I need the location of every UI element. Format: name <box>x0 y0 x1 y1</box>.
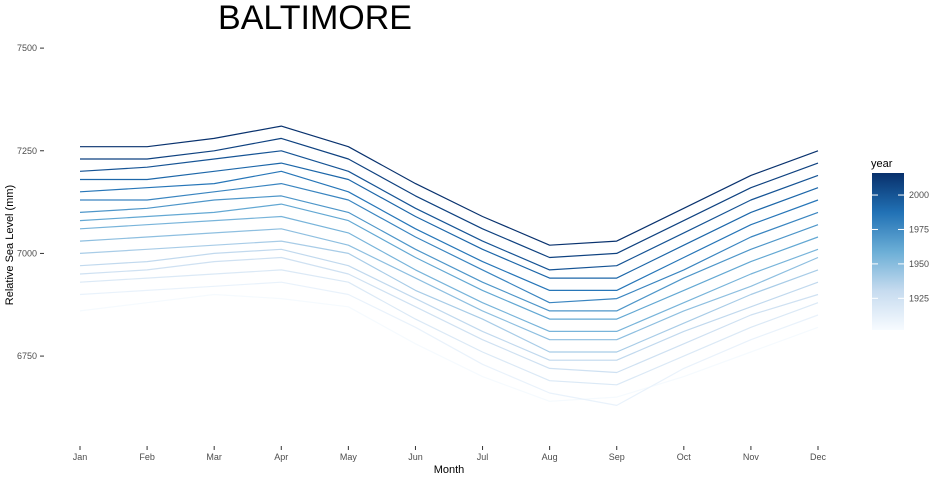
x-axis-title: Month <box>434 464 465 476</box>
x-tick-label: Oct <box>677 452 692 462</box>
x-tick-label: Apr <box>274 452 288 462</box>
series-line-1925 <box>79 256 819 374</box>
series-line-1962 <box>79 203 819 320</box>
series-line-2015 <box>80 125 819 246</box>
x-tick-label: Nov <box>743 452 760 462</box>
x-tick-label: Sep <box>609 452 625 462</box>
legend-tick-label: 1950 <box>909 259 929 269</box>
x-tick-label: Dec <box>810 452 827 462</box>
series-line-1970 <box>79 195 819 312</box>
series-line-1910 <box>79 281 819 406</box>
y-tick-label: 7250 <box>17 146 37 156</box>
y-tick-label: 7000 <box>17 248 37 258</box>
series-line-2008 <box>80 137 819 259</box>
legend-tick-label: 1925 <box>909 293 929 303</box>
legend-colorbar <box>872 173 904 330</box>
series-line-1955 <box>79 215 819 332</box>
y-axis: 6750 7000 7250 7500 <box>17 43 44 361</box>
x-tick-label: Mar <box>206 452 222 462</box>
series-line-2000 <box>79 150 819 271</box>
x-tick-label: Jun <box>408 452 423 462</box>
legend-tick-label: 1975 <box>909 224 929 234</box>
x-tick-label: Aug <box>542 452 558 462</box>
series-line-1985 <box>79 170 819 291</box>
series-layer <box>79 125 819 406</box>
chart-title: BALTIMORE <box>218 0 412 37</box>
x-tick-label: Feb <box>139 452 155 462</box>
series-line-1918 <box>79 269 819 386</box>
series-line-1992 <box>80 162 819 279</box>
x-tick-label: Jan <box>73 452 88 462</box>
series-line-1948 <box>79 228 819 341</box>
legend-ticks: 1925 1950 1975 2000 <box>872 190 929 303</box>
legend-tick-label: 2000 <box>909 190 929 200</box>
x-axis: Jan Feb Mar Apr May Jun Jul Aug Sep Oct Nov Dec <box>73 446 827 462</box>
y-tick-label: 6750 <box>17 351 37 361</box>
y-tick-label: 7500 <box>17 43 37 53</box>
x-tick-label: May <box>340 452 358 462</box>
series-line-1932 <box>79 248 819 361</box>
series-line-1903 <box>79 293 819 402</box>
legend-title: year <box>871 158 893 170</box>
series-line-1978 <box>80 183 819 304</box>
series-line-1940 <box>79 240 819 353</box>
x-tick-label: Jul <box>477 452 489 462</box>
year-legend: year 1925 1950 1975 2000 <box>871 158 929 330</box>
y-axis-title: Relative Sea Level (mm) <box>4 185 16 305</box>
